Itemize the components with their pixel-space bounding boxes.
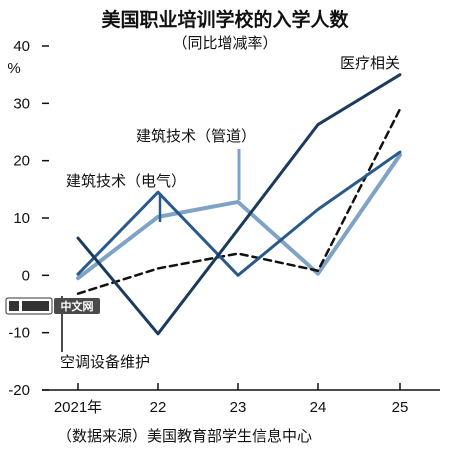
y-axis-unit: % xyxy=(7,60,20,77)
series-label-hvac: 空调设备维护 xyxy=(60,353,150,371)
series-line-0 xyxy=(76,73,402,336)
series-line-1 xyxy=(76,152,402,281)
nikkei-watermark-logo: 中文网 xyxy=(5,297,100,315)
y-axis-ticks: -20 -10 0 10 20 30 40 xyxy=(8,38,49,399)
y-tick-label: 20 xyxy=(13,153,30,170)
y-tick-label: 40 xyxy=(13,38,30,55)
x-tick-label: 23 xyxy=(230,399,247,416)
x-tick-label: 25 xyxy=(392,399,409,416)
series-label-electrical: 建筑技术（电气） xyxy=(66,172,186,190)
y-tick-label: -10 xyxy=(8,325,30,342)
series-line-2 xyxy=(76,150,402,277)
series-label-medical: 医疗相关 xyxy=(340,54,400,72)
x-tick-label: 24 xyxy=(310,399,327,416)
series-lines xyxy=(76,73,402,336)
x-tick-label: 22 xyxy=(150,399,167,416)
y-tick-label: 10 xyxy=(13,210,30,227)
y-tick-label: -20 xyxy=(8,382,30,399)
x-axis-ticks: 2021年 22 23 24 25 xyxy=(54,383,409,416)
y-tick-label: 0 xyxy=(22,267,30,284)
chart-title: 美国职业培训学校的入学人数 xyxy=(101,8,349,31)
chart-source: （数据来源）美国教育部学生信息中心 xyxy=(57,427,312,445)
x-tick-label: 2021年 xyxy=(54,399,102,416)
series-line-3 xyxy=(76,107,402,295)
y-tick-label: 30 xyxy=(13,95,30,112)
watermark-text: 中文网 xyxy=(61,299,94,313)
chart-subtitle: （同比增减率） xyxy=(172,34,277,52)
series-label-plumbing: 建筑技术（管道） xyxy=(136,127,256,145)
